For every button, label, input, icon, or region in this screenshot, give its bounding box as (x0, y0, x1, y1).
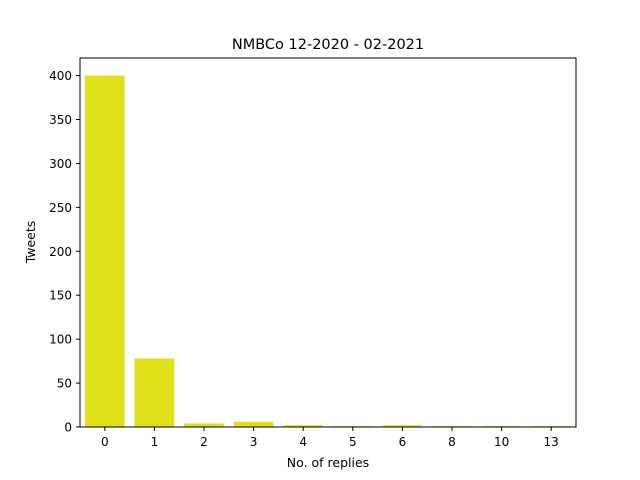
bar-0 (84, 75, 125, 427)
bar-3 (233, 421, 274, 427)
x-axis-label: No. of replies (287, 455, 369, 470)
plot-area-frame (79, 57, 577, 428)
x-tick-label: 2 (200, 435, 208, 449)
y-tick-label: 150 (49, 289, 72, 303)
x-tick-label: 8 (448, 435, 456, 449)
y-ticks-group: 0 50 100 150 200 250 300 350 400 (49, 69, 80, 435)
x-tick-label: 13 (544, 435, 559, 449)
y-tick-label: 350 (49, 113, 72, 127)
y-tick-label: 400 (49, 69, 72, 83)
bar-4 (283, 425, 324, 427)
y-axis-label: Tweets (23, 221, 38, 265)
x-tick-label: 1 (151, 435, 159, 449)
bar-6 (382, 425, 423, 427)
y-tick-label: 300 (49, 157, 72, 171)
x-ticks-group: 0 1 2 3 4 5 6 8 10 13 (101, 427, 559, 449)
x-tick-label: 5 (349, 435, 357, 449)
y-tick-label: 200 (49, 245, 72, 259)
x-tick-label: 3 (250, 435, 258, 449)
y-tick-label: 100 (49, 333, 72, 347)
x-tick-label: 0 (101, 435, 109, 449)
x-tick-label: 4 (299, 435, 307, 449)
chart-title: NMBCo 12-2020 - 02-2021 (232, 37, 424, 53)
bar-1 (134, 358, 175, 427)
y-tick-label: 250 (49, 201, 72, 215)
x-tick-label: 6 (399, 435, 407, 449)
y-tick-label: 50 (57, 377, 72, 391)
bar-2 (184, 423, 224, 427)
y-tick-label: 0 (64, 421, 72, 435)
x-tick-label: 10 (494, 435, 509, 449)
